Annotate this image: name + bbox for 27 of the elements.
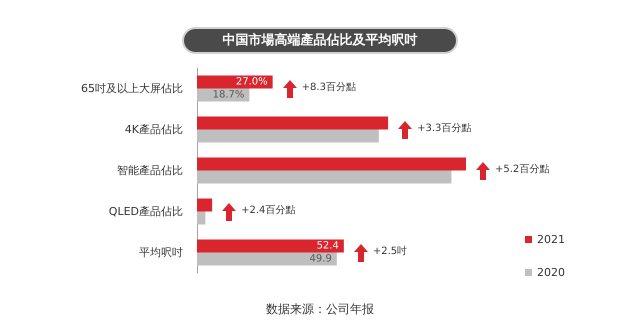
legend-label: 2020 (537, 266, 566, 279)
bar (197, 212, 206, 224)
y-tick-label: 智能產品佔比 (117, 164, 183, 177)
y-tick-label: 平均呎吋 (139, 246, 183, 259)
bar (197, 170, 452, 184)
bar (197, 116, 388, 130)
bar (197, 240, 344, 252)
annotation: +5.2百分點 (495, 163, 550, 175)
y-tick-label: 65吋及以上大屏佔比 (81, 82, 183, 95)
y-tick-label: QLED產品佔比 (108, 205, 183, 218)
annotation: +2.4百分點 (241, 204, 296, 216)
y-tick-label: 4K產品佔比 (124, 123, 183, 136)
source-note: 数据来源：公司年报 (266, 302, 374, 316)
data-label: 49.9 (310, 254, 332, 264)
bar (197, 252, 337, 266)
data-label: 52.4 (316, 240, 339, 252)
chart-title: 中国市場高端產品佔比及平均呎吋 (222, 32, 418, 48)
legend-label: 2021 (537, 233, 566, 246)
data-label: 27.0% (236, 76, 268, 88)
annotation: +2.5吋 (372, 245, 408, 257)
bar (197, 76, 273, 88)
bar (197, 130, 379, 142)
bar (197, 198, 212, 212)
data-label: 18.7% (212, 90, 244, 100)
annotation: +8.3百分點 (302, 81, 356, 93)
annotation: +3.3百分點 (417, 122, 472, 134)
bar (197, 158, 466, 170)
